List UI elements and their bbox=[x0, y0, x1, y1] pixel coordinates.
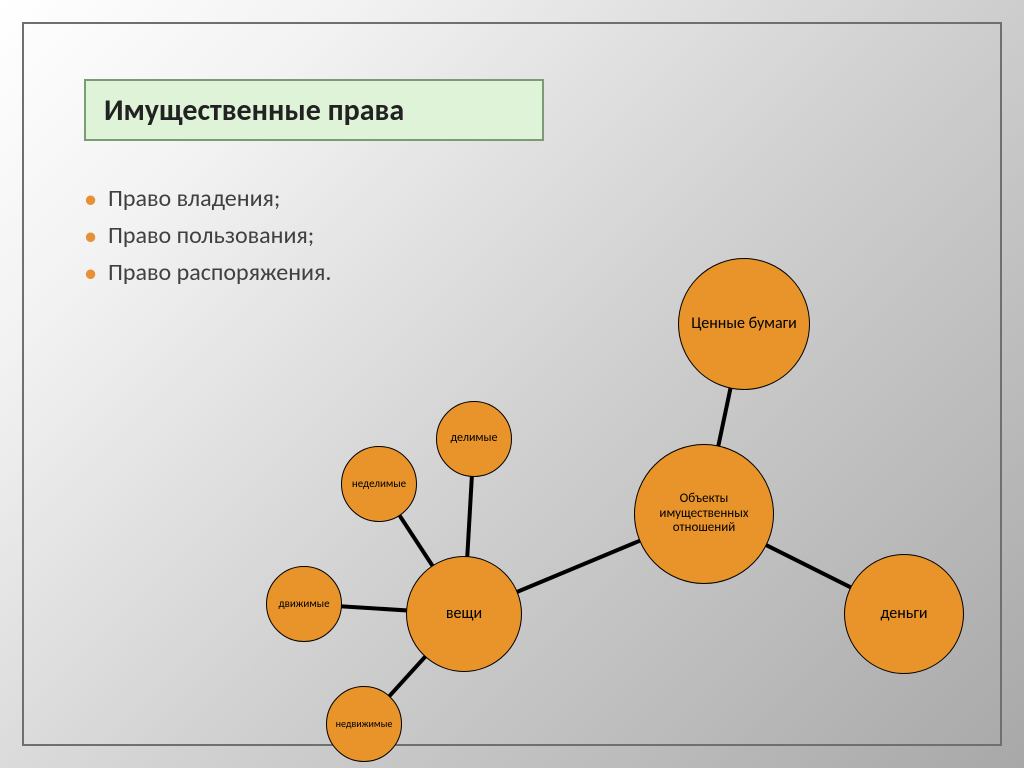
slide-title: Имущественные права bbox=[84, 79, 544, 141]
diagram-node-indivisible: неделимые bbox=[341, 446, 417, 522]
slide-inner: Имущественные права Право владения;Право… bbox=[22, 22, 1002, 746]
diagram-edge bbox=[464, 514, 704, 614]
diagram-edge bbox=[464, 439, 474, 614]
bullet-item: Право владения; bbox=[84, 184, 464, 213]
slide-outer: Имущественные права Право владения;Право… bbox=[0, 0, 1024, 768]
diagram-node-immovable: недвижимые bbox=[326, 686, 402, 762]
diagram-node-center: Объекты имущественных отношений bbox=[634, 444, 774, 584]
diagram-edge bbox=[304, 604, 464, 614]
diagram-edge bbox=[364, 614, 464, 724]
diagram-node-things: вещи bbox=[406, 556, 522, 672]
diagram-node-securities: Ценные бумаги bbox=[678, 258, 810, 390]
diagram-node-money: деньги bbox=[844, 554, 964, 674]
bullet-item: Право пользования; bbox=[84, 221, 464, 250]
bullet-item: Право распоряжения. bbox=[84, 258, 464, 287]
diagram-edge bbox=[704, 324, 744, 514]
diagram-node-divisible: делимые bbox=[436, 401, 512, 477]
diagram-edge bbox=[379, 484, 464, 614]
diagram-node-movable: движимые bbox=[266, 566, 342, 642]
diagram-edge bbox=[704, 514, 904, 614]
bullet-list: Право владения; Право пользования; Право р… bbox=[84, 184, 464, 295]
